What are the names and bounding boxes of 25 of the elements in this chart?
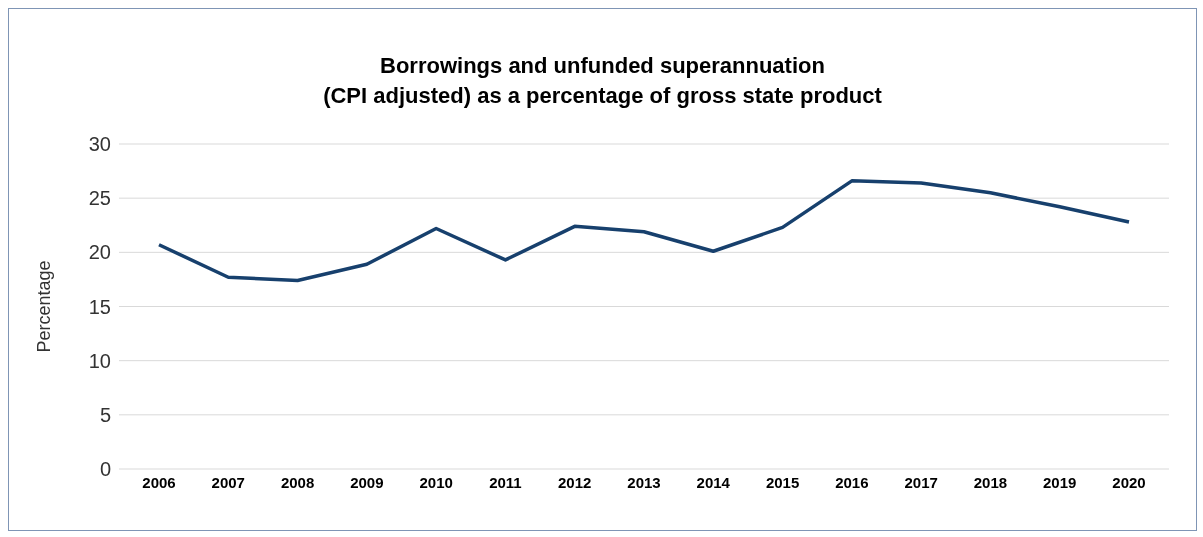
y-tick-label: 10 — [88, 349, 111, 372]
x-tick-label: 2006 — [142, 473, 176, 491]
x-tick-label: 2008 — [280, 473, 315, 491]
y-tick-label: 20 — [88, 241, 111, 264]
x-tick-label: 2014 — [696, 473, 731, 491]
x-tick-label: 2012 — [558, 473, 592, 491]
y-tick-label: 30 — [88, 133, 111, 156]
x-tick-label: 2016 — [835, 473, 869, 491]
y-tick-label: 5 — [99, 403, 111, 426]
x-tick-label: 2007 — [211, 473, 245, 491]
y-tick-label: 15 — [88, 295, 111, 318]
line-series — [157, 179, 1131, 283]
chart-title: Borrowings and unfunded superannuation (CPI adjusted) as a percentage of gross state product — [322, 52, 883, 110]
y-tick-label: 25 — [88, 187, 111, 210]
x-tick-label: 2015 — [765, 473, 800, 491]
x-tick-label: 2019 — [1043, 473, 1077, 491]
x-tick-label: 2010 — [419, 473, 453, 491]
x-tick-label: 2009 — [350, 473, 384, 491]
x-tick-label: 2018 — [973, 473, 1008, 491]
y-axis-title: Percentage — [34, 260, 55, 353]
x-tick-label: 2020 — [1112, 473, 1146, 491]
y-tick-label: 0 — [99, 458, 111, 481]
x-tick-label: 2017 — [904, 473, 938, 491]
x-tick-label: 2013 — [627, 473, 661, 491]
x-tick-label: 2011 — [489, 473, 522, 491]
